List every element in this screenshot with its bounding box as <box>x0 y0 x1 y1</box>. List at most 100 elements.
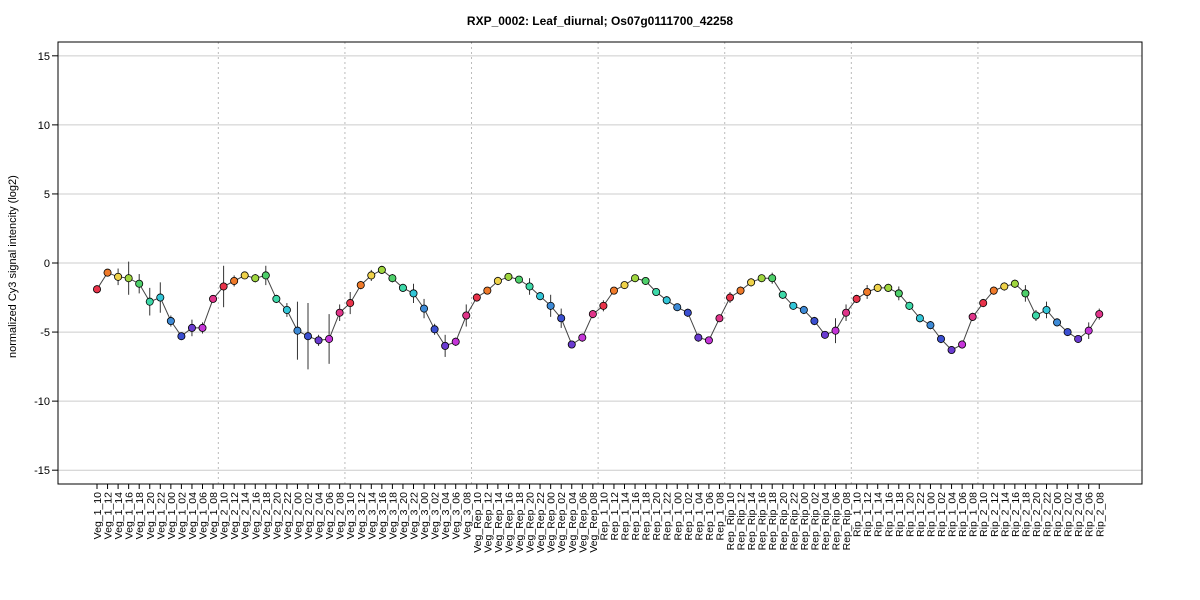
data-point <box>1021 289 1030 298</box>
x-tick-label: Rip_1_06 <box>957 492 969 537</box>
x-tick-label: Veg_2_16 <box>250 492 262 539</box>
x-tick-label: Rip_1_18 <box>894 492 906 537</box>
data-point <box>377 265 386 274</box>
x-tick-label: Rip_2_06 <box>1084 492 1096 537</box>
x-tick-label: Veg_Rep_14 <box>493 492 505 553</box>
data-point <box>947 346 956 355</box>
data-point <box>303 332 312 341</box>
data-point <box>124 274 133 283</box>
data-point <box>726 293 735 302</box>
x-tick-label: Rep_1_18 <box>641 492 653 541</box>
x-tick-label: Veg_2_04 <box>314 492 326 539</box>
x-tick-label: Rip_2_10 <box>978 492 990 537</box>
data-point <box>662 296 671 305</box>
y-tick-label: -10 <box>34 396 50 408</box>
x-tick-label: Veg_3_00 <box>419 492 431 539</box>
data-point <box>1084 326 1093 335</box>
x-tick-label: Veg_1_10 <box>92 492 104 539</box>
x-tick-label: Veg_3_20 <box>398 492 410 539</box>
data-point <box>641 276 650 285</box>
data-point <box>335 308 344 317</box>
data-point <box>420 304 429 313</box>
x-tick-label: Veg_Rep_00 <box>546 492 558 553</box>
data-point <box>282 305 291 314</box>
data-point <box>757 274 766 283</box>
x-tick-label: Veg_Rep_16 <box>503 492 515 553</box>
data-point <box>778 290 787 299</box>
y-tick-label: 5 <box>44 189 50 201</box>
data-point <box>736 286 745 295</box>
x-tick-label: Veg_1_12 <box>103 492 115 539</box>
x-tick-label: Veg_2_12 <box>229 492 241 539</box>
x-tick-label: Veg_2_18 <box>261 492 273 539</box>
data-point <box>715 314 724 323</box>
x-tick-label: Veg_Rep_04 <box>567 492 579 553</box>
data-point <box>588 310 597 319</box>
x-tick-label: Veg_1_06 <box>198 492 210 539</box>
x-tick-label: Rip_2_18 <box>1020 492 1032 537</box>
data-point <box>430 325 439 334</box>
data-point <box>863 288 872 297</box>
chart-title: RXP_0002: Leaf_diurnal; Os07g0111700_422… <box>466 14 734 28</box>
x-tick-label: Rep_Rip_06 <box>831 492 843 551</box>
data-point <box>937 334 946 343</box>
x-tick-label: Veg_2_14 <box>240 492 252 539</box>
data-point <box>673 303 682 312</box>
x-tick-label: Veg_Rep_06 <box>577 492 589 553</box>
x-tick-label: Rip_2_04 <box>1073 492 1085 537</box>
data-point <box>1074 334 1083 343</box>
x-tick-label: Rep_1_08 <box>714 492 726 541</box>
data-point <box>557 314 566 323</box>
y-tick-label: 10 <box>38 120 50 132</box>
x-tick-label: Veg_2_02 <box>303 492 315 539</box>
x-tick-label: Veg_Rep_18 <box>514 492 526 553</box>
x-tick-label: Veg_3_10 <box>345 492 357 539</box>
data-point <box>198 323 207 332</box>
x-tick-label: Veg_1_02 <box>176 492 188 539</box>
x-tick-label: Veg_1_18 <box>134 492 146 539</box>
x-tick-label: Rep_Rip_22 <box>788 492 800 551</box>
data-point <box>747 278 756 287</box>
x-tick-label: Rip_1_14 <box>873 492 885 537</box>
data-point <box>599 301 608 310</box>
data-point <box>1063 328 1072 337</box>
data-point <box>472 293 481 302</box>
x-tick-label: Veg_Rep_20 <box>525 492 537 553</box>
data-point <box>145 297 154 306</box>
x-tick-label: Rep_1_14 <box>620 492 632 541</box>
data-point <box>694 333 703 342</box>
data-point <box>177 332 186 341</box>
x-tick-label: Rip_1_02 <box>936 492 948 537</box>
data-point <box>873 283 882 292</box>
data-point <box>314 336 323 345</box>
x-tick-label: Rep_1_16 <box>630 492 642 541</box>
x-tick-label: Rep_Rip_14 <box>746 492 758 551</box>
data-point <box>958 340 967 349</box>
x-tick-label: Rip_1_20 <box>904 492 916 537</box>
data-point <box>525 282 534 291</box>
data-point <box>261 271 270 280</box>
data-point <box>567 340 576 349</box>
x-tick-label: Rip_2_08 <box>1094 492 1106 537</box>
x-tick-label: Rip_2_02 <box>1063 492 1075 537</box>
x-tick-label: Veg_2_22 <box>282 492 294 539</box>
data-point <box>483 286 492 295</box>
x-tick-label: Veg_Rep_08 <box>588 492 600 553</box>
data-point <box>1095 310 1104 319</box>
x-tick-label: Rep_1_20 <box>651 492 663 541</box>
data-point <box>103 268 112 277</box>
x-tick-label: Rip_1_04 <box>947 492 959 537</box>
data-point <box>979 299 988 308</box>
x-tick-label: Rep_1_22 <box>662 492 674 541</box>
data-point <box>546 301 555 310</box>
data-point <box>683 308 692 317</box>
x-tick-label: Rip_2_00 <box>1052 492 1064 537</box>
y-tick-label: -5 <box>40 327 50 339</box>
data-point <box>272 294 281 303</box>
data-point <box>114 272 123 281</box>
data-point <box>219 282 228 291</box>
y-tick-label: 0 <box>44 258 50 270</box>
data-point <box>799 305 808 314</box>
data-point <box>620 281 629 290</box>
